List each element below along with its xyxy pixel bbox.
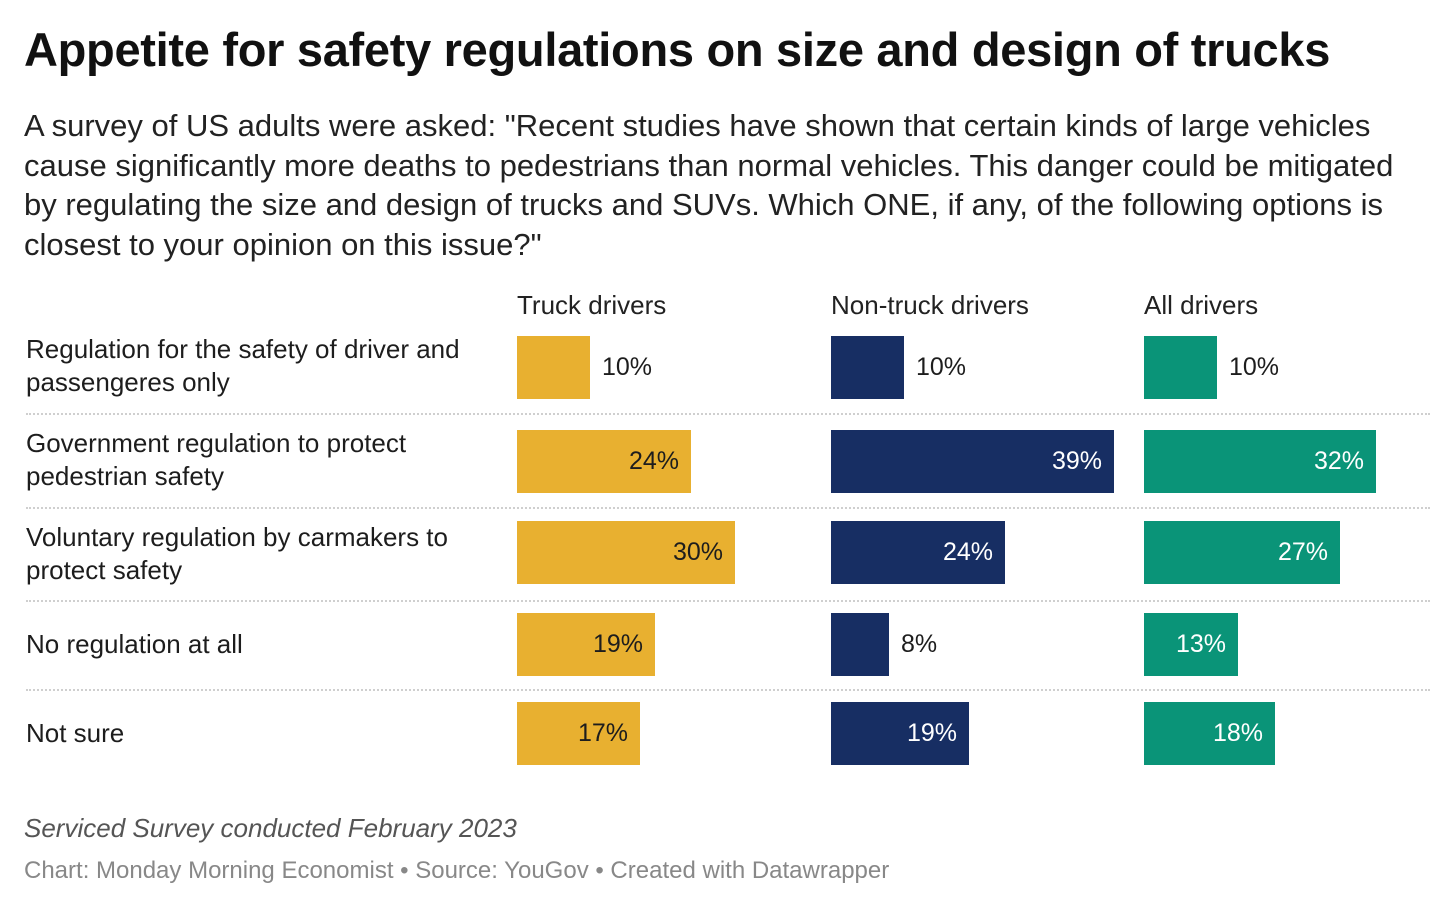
data-label-1-1: 39%: [1051, 447, 1102, 475]
data-label-0-4: 17%: [577, 719, 628, 747]
row-label-3: No regulation at all: [26, 629, 243, 659]
data-label-1-3: 8%: [901, 630, 938, 658]
row-divider-2: [26, 600, 1430, 602]
bar-1-1: [831, 430, 1114, 493]
data-label-2-0: 10%: [1229, 353, 1280, 381]
data-label-2-1: 32%: [1313, 447, 1364, 475]
bar-1-4: [831, 702, 969, 765]
row-divider-1: [26, 507, 1430, 509]
row-divider-0: [26, 413, 1430, 415]
panel-header-0: Truck drivers: [517, 290, 667, 320]
bar-0-3: [517, 613, 655, 676]
panel-header-2: All drivers: [1144, 290, 1259, 320]
data-label-1-2: 24%: [942, 538, 993, 566]
panel-header-1: Non-truck drivers: [831, 290, 1029, 320]
bar-2-2: [1144, 521, 1340, 584]
data-label-2-3: 13%: [1175, 630, 1226, 658]
bar-2-3: [1144, 613, 1238, 676]
bar-2-0: [1144, 336, 1217, 399]
bar-2-1: [1144, 430, 1376, 493]
data-label-0-1: 24%: [628, 447, 679, 475]
row-label-1: Government regulation to protect pedestr…: [26, 428, 407, 491]
chart-credit: Chart: Monday Morning Economist • Source…: [24, 857, 890, 884]
bar-1-2: [831, 521, 1005, 584]
data-label-1-4: 19%: [906, 719, 957, 747]
bar-0-0: [517, 336, 590, 399]
row-divider-3: [26, 689, 1430, 691]
data-label-1-0: 10%: [916, 353, 967, 381]
data-label-0-2: 30%: [672, 538, 723, 566]
row-label-0: Regulation for the safety of driver and …: [26, 334, 460, 397]
data-label-0-3: 19%: [592, 630, 643, 658]
data-label-2-2: 27%: [1277, 538, 1328, 566]
data-label-0-0: 10%: [602, 353, 653, 381]
bar-0-2: [517, 521, 735, 584]
chart-notes: Serviced Survey conducted February 2023: [24, 813, 517, 843]
chart-subtitle: A survey of US adults were asked: "Recen…: [24, 108, 1394, 262]
row-label-2: Voluntary regulation by carmakers to pro…: [26, 522, 448, 585]
bar-1-3: [831, 613, 889, 676]
chart-title: Appetite for safety regulations on size …: [24, 23, 1331, 76]
row-label-4: Not sure: [26, 718, 125, 748]
bar-1-0: [831, 336, 904, 399]
bar-0-4: [517, 702, 640, 765]
bar-0-1: [517, 430, 691, 493]
data-label-2-4: 18%: [1212, 719, 1263, 747]
bar-2-4: [1144, 702, 1275, 765]
